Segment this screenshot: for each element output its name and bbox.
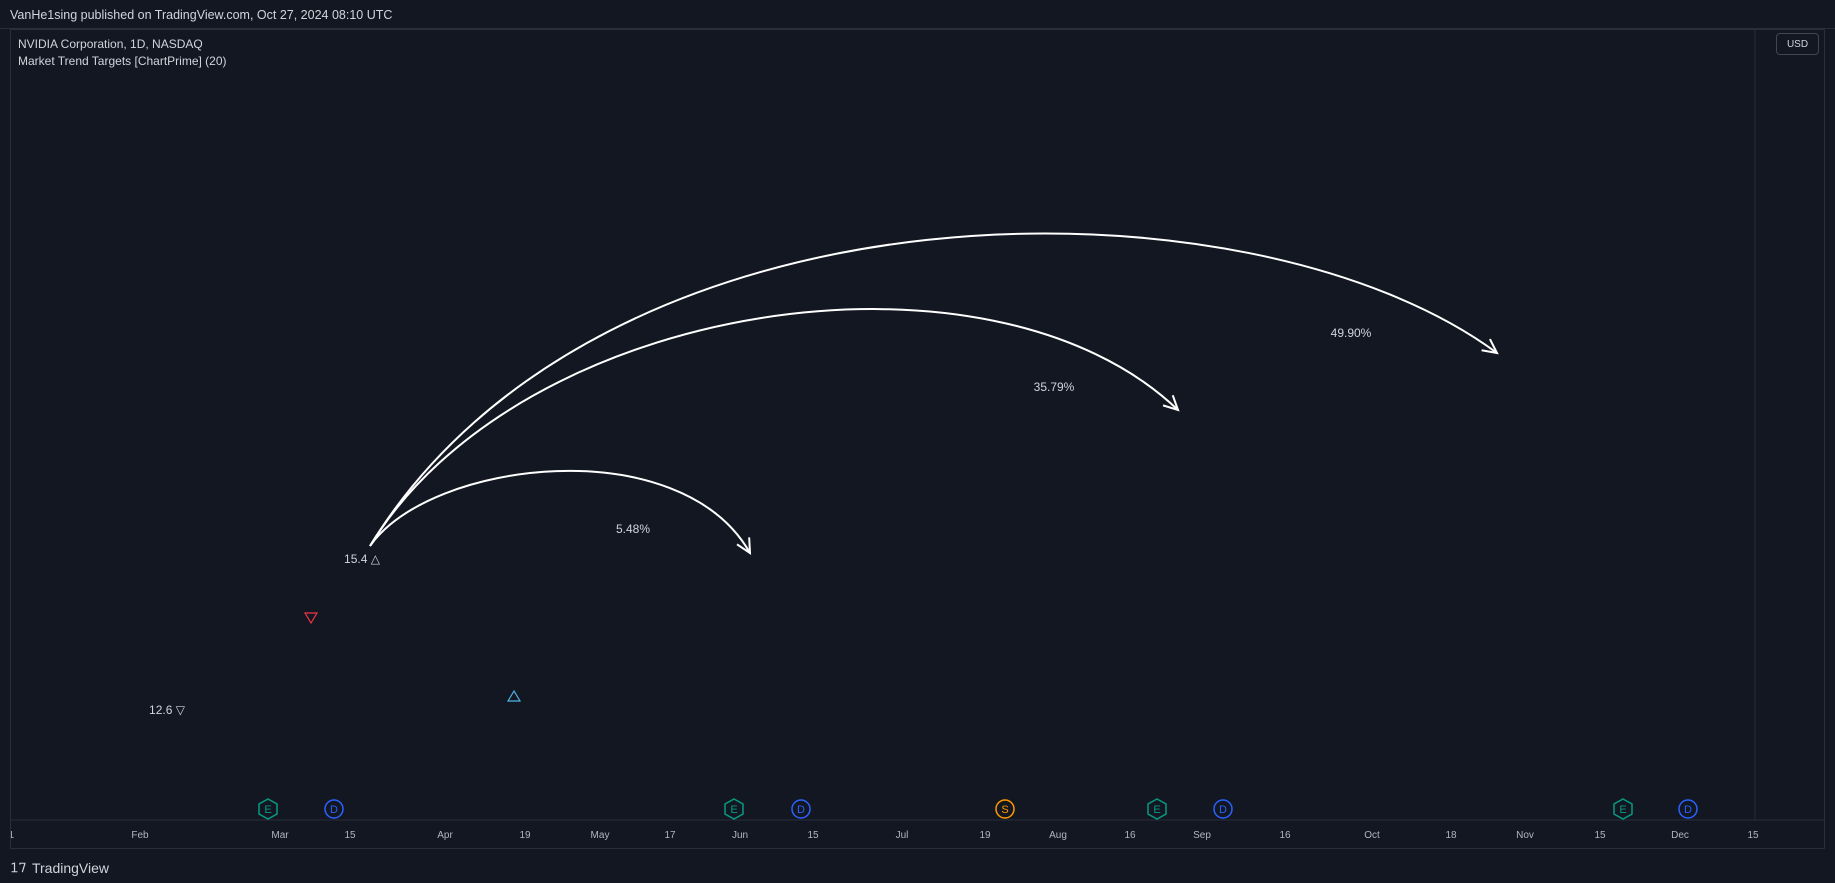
x-tick-label: Jun [732,830,748,841]
x-tick-label: Aug [1049,830,1067,841]
annotation-label: 15.4 △ [344,552,381,566]
chart-legend: NVIDIA Corporation, 1D, NASDAQ Market Tr… [18,36,227,70]
x-tick-label: 15 [1747,830,1759,841]
arrow-head [736,537,752,555]
x-tick-label: 17 [664,830,676,841]
x-tick-label: 15 [807,830,819,841]
tradingview-logo-icon: 𝟷𝟽 [10,859,27,875]
annotation-label: 49.90% [1331,326,1372,340]
event-label: E [1619,804,1626,816]
annotation-label: 5.48% [616,522,650,536]
x-tick-label: 19 [979,830,991,841]
price-chart[interactable]: 28.392021FebMar15Apr19May17Jun15Jul19Aug… [11,30,1824,848]
x-tick-label: Sep [1193,830,1211,841]
publish-header: VanHe1sing published on TradingView.com,… [0,0,1835,29]
x-tick-label: May [591,830,610,841]
annotation-label: 35.79% [1034,380,1075,394]
event-label: E [1153,804,1160,816]
brand[interactable]: 𝟷𝟽 TradingView [10,859,109,876]
event-label: D [797,804,805,816]
x-tick-label: 16 [1279,830,1291,841]
target-arrow [369,232,1498,547]
bullish-signal-icon [506,689,522,702]
event-label: D [1684,804,1692,816]
bearish-signal-icon [303,612,319,625]
x-tick-label: 15 [344,830,356,841]
x-tick-label: Jul [896,830,909,841]
event-label: D [1219,804,1227,816]
dividend-event-icon [791,799,811,819]
arrow-head [1481,338,1499,355]
chart-pane[interactable]: 28.392021FebMar15Apr19May17Jun15Jul19Aug… [10,29,1825,849]
publish-line: VanHe1sing published on TradingView.com,… [10,8,393,22]
x-tick-label: Dec [1671,830,1689,841]
currency-button[interactable]: USD [1776,33,1819,55]
dividend-event-icon [324,799,344,819]
event-label: E [730,804,737,816]
event-label: E [264,804,271,816]
event-label: D [330,804,338,816]
x-tick-label: Mar [271,830,289,841]
legend-indicator: Market Trend Targets [ChartPrime] (20) [18,54,227,68]
annotation-label: 12.6 ▽ [149,703,186,717]
x-tick-label: Apr [437,830,453,841]
earnings-event-icon [1613,798,1633,820]
earnings-event-icon [258,798,278,820]
x-tick-label: 16 [1124,830,1136,841]
x-tick-label: 18 [1445,830,1457,841]
brand-name: TradingView [31,859,110,876]
x-tick-label: 19 [519,830,531,841]
earnings-event-icon [1147,798,1167,820]
legend-symbol: NVIDIA Corporation, 1D, NASDAQ [18,37,203,51]
x-tick-label: 2021 [11,830,15,841]
arrow-head [1162,394,1180,412]
event-label: S [1001,804,1008,816]
x-tick-label: Oct [1364,830,1380,841]
earnings-event-icon [724,798,744,820]
x-tick-label: Nov [1516,830,1534,841]
split-event-icon [995,799,1015,819]
dividend-event-icon [1213,799,1233,819]
target-arrow [369,308,1179,547]
dividend-event-icon [1678,799,1698,819]
x-tick-label: Feb [131,830,149,841]
target-arrow [369,469,751,554]
x-tick-label: 15 [1594,830,1606,841]
footer: 𝟷𝟽 TradingView [0,849,1835,883]
